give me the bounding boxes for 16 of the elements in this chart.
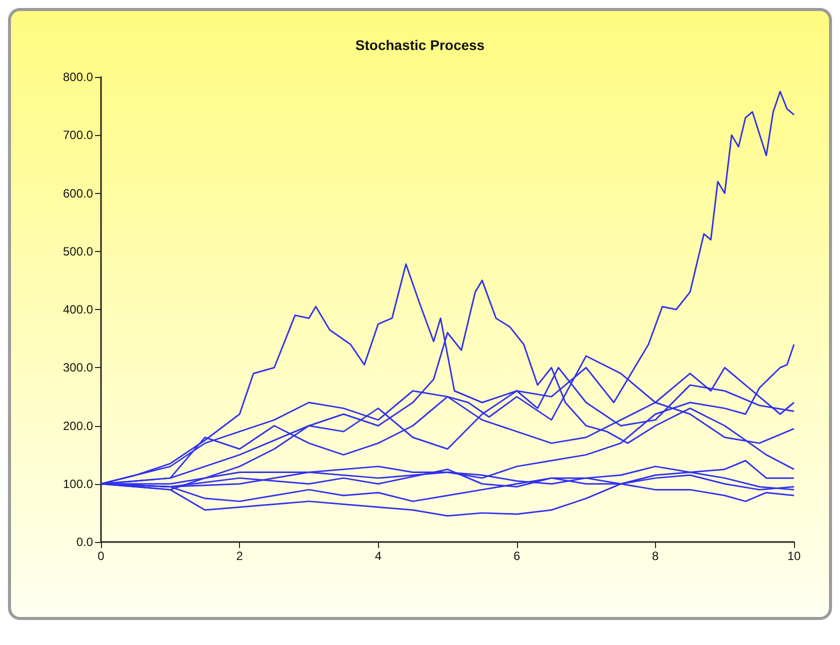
chart-title: Stochastic Process [355, 37, 485, 53]
x-tick-label: 4 [374, 549, 382, 563]
y-tick-label: 800.0 [62, 70, 94, 84]
y-tick-label: 0.0 [76, 535, 94, 549]
y-tick-label: 100.0 [62, 476, 94, 491]
x-tick-label: 2 [236, 549, 244, 563]
y-tick-label: 300.0 [62, 360, 94, 375]
y-tick-label: 700.0 [62, 128, 94, 142]
y-tick-label: 600.0 [62, 186, 94, 200]
y-tick-label: 200.0 [62, 418, 94, 433]
x-tick-label: 8 [652, 549, 660, 563]
y-tick-label: 400.0 [62, 302, 94, 316]
x-tick-label: 0 [98, 549, 105, 563]
x-tick-label: 6 [513, 549, 520, 563]
x-tick-label: 10 [787, 549, 801, 563]
y-tick-label: 500.0 [62, 244, 94, 258]
